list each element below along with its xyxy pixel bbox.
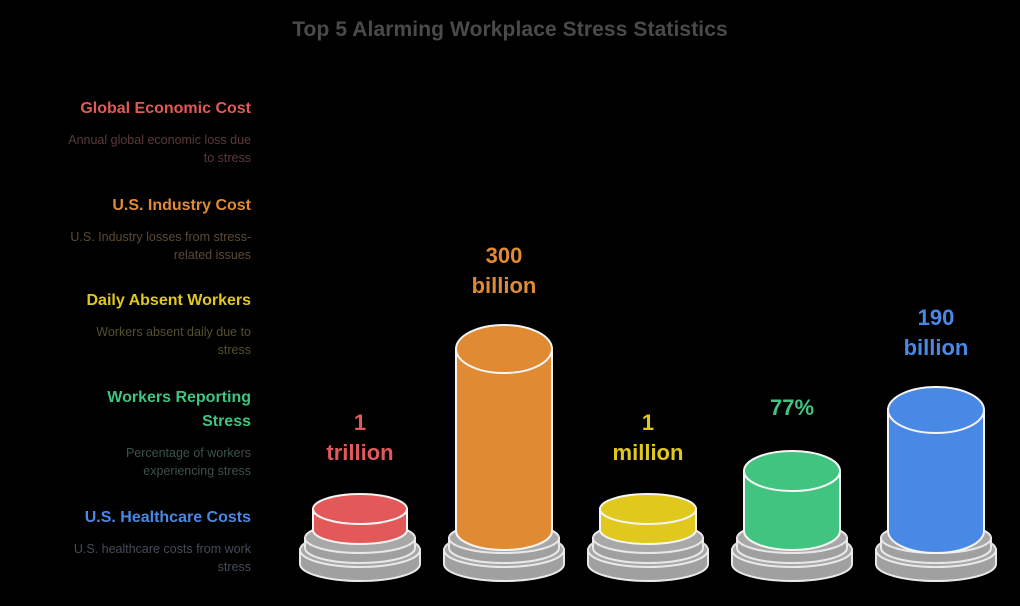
legend-description-line: to stress — [203, 151, 251, 165]
legend-description-line: Percentage of workers — [125, 446, 251, 460]
legend-description-line: stress — [217, 560, 251, 574]
value-label-line: billion — [471, 273, 537, 298]
value-label-line: 300 — [485, 243, 523, 268]
value-label-line: 1 — [353, 410, 367, 435]
chart-title: Top 5 Alarming Workplace Stress Statisti… — [292, 18, 728, 41]
value-label-us-industry-cost: 300 billion — [424, 241, 584, 301]
legend-item-us-industry-cost: U.S. Industry Cost U.S. Industry losses … — [20, 194, 251, 264]
legend-heading: Daily Absent Workers — [86, 292, 252, 309]
legend-description-line: U.S. healthcare costs from work — [73, 542, 251, 556]
value-label-workers-reporting-stress: 77% — [712, 393, 872, 423]
legend-description-line: related issues — [173, 248, 251, 262]
value-label-line: billion — [903, 335, 969, 360]
legend-description-line: Workers absent daily due to — [96, 325, 251, 339]
legend-item-us-healthcare-costs: U.S. Healthcare Costs U.S. healthcare co… — [20, 506, 251, 576]
legend-heading: U.S. Healthcare Costs — [84, 509, 251, 526]
legend-description: U.S. healthcare costs from work stress — [20, 540, 251, 576]
value-label-line: 1 — [641, 410, 655, 435]
cylinder-global-economic-cost — [299, 493, 421, 582]
legend-heading: Workers Reporting Stress — [20, 386, 251, 434]
cylinder-us-industry-cost — [443, 324, 565, 582]
legend-description-line: U.S. Industry losses from stress- — [70, 230, 251, 244]
legend-description: Workers absent daily due to stress — [20, 323, 251, 359]
legend-item-daily-absent-workers: Daily Absent Workers Workers absent dail… — [20, 289, 252, 359]
value-label-line: trillion — [326, 440, 394, 465]
legend-heading: Global Economic Cost — [80, 100, 251, 117]
legend-description-line: experiencing stress — [143, 464, 251, 478]
legend-description: Percentage of workers experiencing stres… — [20, 444, 251, 480]
legend-heading-line: Workers Reporting — [107, 389, 251, 406]
value-label-line: 77% — [769, 395, 815, 420]
legend-item-global-economic-cost: Global Economic Cost Annual global econo… — [20, 97, 251, 167]
legend-description-line: stress — [217, 343, 251, 357]
legend-item-workers-reporting-stress: Workers Reporting Stress Percentage of w… — [20, 386, 251, 480]
cylinder-daily-absent-workers — [587, 493, 709, 582]
legend-heading: U.S. Industry Cost — [112, 197, 251, 214]
cylinder-workers-reporting-stress — [731, 450, 853, 582]
value-label-daily-absent-workers: 1 million — [568, 408, 728, 468]
value-label-line: 190 — [917, 305, 955, 330]
legend-description-line: Annual global economic loss due — [68, 133, 251, 147]
value-label-line: million — [612, 440, 684, 465]
value-label-us-healthcare-costs: 190 billion — [856, 303, 1016, 363]
value-label-global-economic-cost: 1 trillion — [280, 408, 440, 468]
legend-description: U.S. Industry losses from stress- relate… — [20, 228, 251, 264]
legend-heading-line: Stress — [202, 413, 251, 430]
legend-description: Annual global economic loss due to stres… — [20, 131, 251, 167]
cylinder-us-healthcare-costs — [875, 386, 997, 582]
